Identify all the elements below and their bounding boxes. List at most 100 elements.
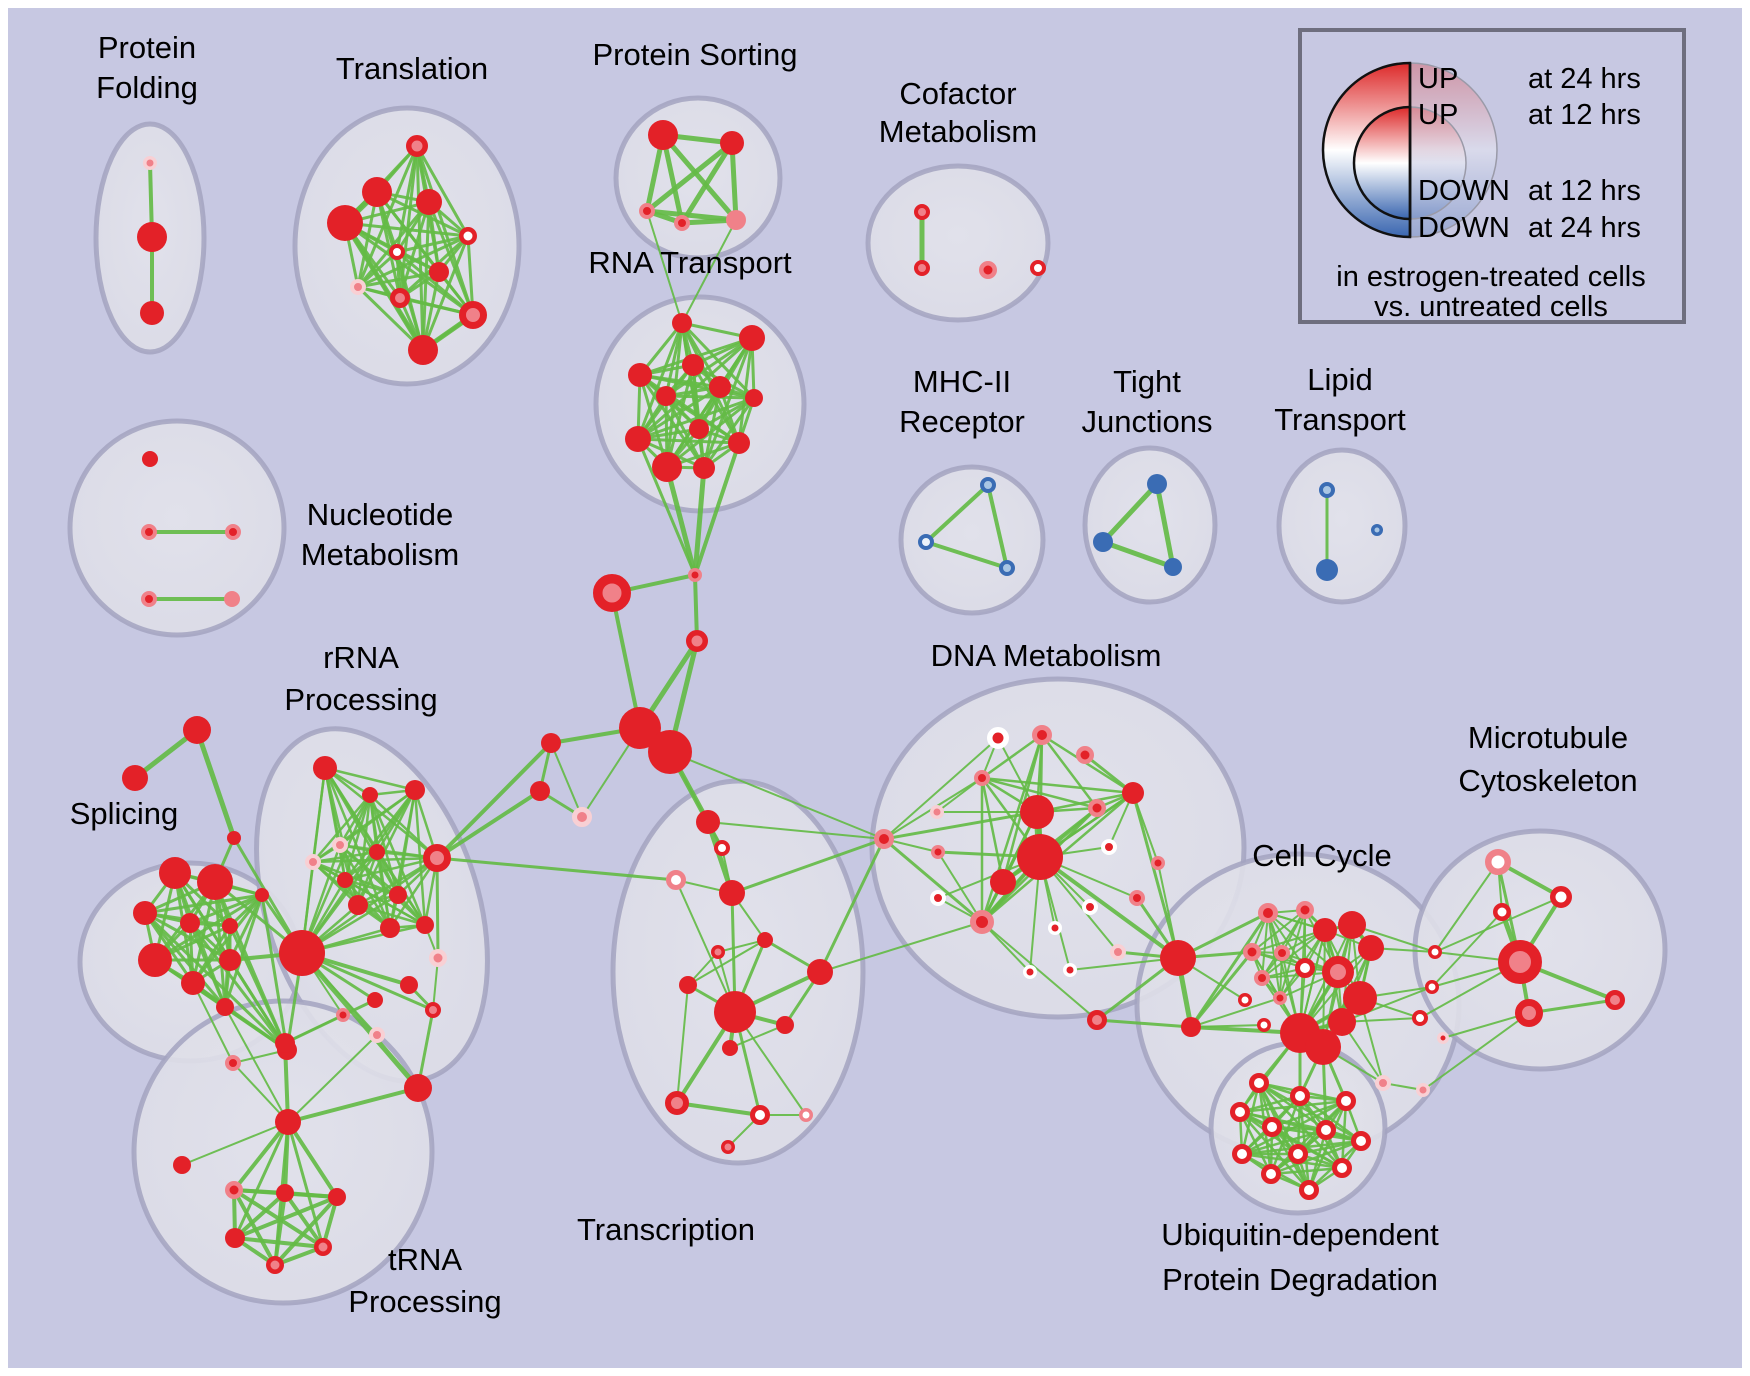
node-d24 (1087, 1010, 1107, 1030)
node-d16 (970, 910, 994, 934)
edge-rr2-rr4 (338, 793, 372, 847)
edge-tj1-tj3 (1154, 481, 1176, 570)
node-c15 (1328, 1008, 1356, 1036)
edge-c18-c1 (1189, 911, 1270, 1029)
cluster-protein-sorting-label: Protein Sorting (592, 37, 797, 72)
node-t1 (406, 135, 428, 157)
cluster-mhc-ii-ellipse (898, 464, 1046, 616)
edge-c2-c6 (1251, 909, 1306, 953)
edge-d12-d16 (937, 851, 983, 923)
edge-br1-d8 (882, 810, 1039, 841)
edge-sp10-trhub (224, 1006, 289, 1123)
node-u11 (1261, 1164, 1281, 1184)
node-cm4 (1030, 260, 1046, 276)
node-rr5 (305, 854, 321, 870)
node-br1 (874, 829, 894, 849)
cluster-tight-junctions-label: Tight (1113, 364, 1181, 399)
edge-h3-h4 (233, 1195, 339, 1240)
cluster-rna-transport-label: RNA Transport (588, 245, 792, 280)
node-t9 (390, 288, 410, 308)
node-c23 (1416, 1083, 1430, 1097)
node-sp7 (138, 943, 172, 977)
edge-rt2-rt12 (702, 336, 754, 470)
edge-d4-d10 (980, 776, 1005, 884)
node-rr10 (348, 895, 368, 915)
edge-rr1-rr3 (323, 766, 417, 792)
node-n3 (225, 524, 241, 540)
node-tx13 (750, 1105, 770, 1125)
node-rr12 (416, 916, 434, 934)
edge-tx4-br1 (730, 837, 886, 895)
edge-d2-d6 (1040, 733, 1099, 810)
node-c7 (1274, 945, 1290, 961)
cluster-lipid-transport-ellipse (1276, 447, 1408, 605)
edge-sp6-sp12 (260, 893, 289, 1052)
node-c13 (1238, 993, 1252, 1007)
node-t2 (362, 177, 392, 207)
edge-u3-u4 (1238, 1099, 1348, 1114)
node-u2 (1290, 1086, 1310, 1106)
node-t6 (389, 244, 405, 260)
node-rt8 (689, 419, 709, 439)
node-st1 (183, 716, 211, 744)
node-n2 (141, 524, 157, 540)
node-rr14 (429, 949, 447, 967)
edge-m2-m3 (924, 540, 1009, 570)
node-n4 (141, 591, 157, 607)
edge-sp5-sp12 (228, 924, 289, 1052)
edge-d21-d5 (1131, 791, 1180, 960)
edge-t8-t11 (356, 285, 425, 352)
node-cm3 (979, 261, 997, 279)
edge-la1-rr8 (435, 741, 553, 860)
cluster-ubiquitin-label: Ubiquitin-dependent (1161, 1217, 1439, 1252)
edge-rt11-ha2 (664, 464, 698, 578)
edge-tx7-tx12 (676, 984, 689, 1104)
node-c3 (1313, 918, 1337, 942)
node-b4 (1437, 1032, 1449, 1044)
edge-ps3-rt1 (646, 210, 683, 324)
node-sp11 (225, 1055, 241, 1071)
node-d4 (974, 770, 990, 786)
cluster-dna-metabolism-label: DNA Metabolism (931, 638, 1162, 673)
edge-c4-b1 (1351, 924, 1436, 953)
node-rt1 (672, 313, 692, 333)
cluster-rrna-processing-label: Processing (284, 682, 437, 717)
edge-sp6-sp9 (228, 893, 264, 962)
legend-time-label: at 24 hrs (1528, 212, 1641, 244)
node-h3 (328, 1188, 346, 1206)
node-d12 (931, 845, 945, 859)
edge-c1-c12 (1267, 912, 1281, 999)
node-ps1 (648, 120, 678, 150)
edge-t4-t8 (356, 200, 431, 289)
edge-tx12-tx13 (675, 1101, 762, 1117)
node-mt1 (1485, 849, 1511, 875)
node-u9 (1288, 1144, 1308, 1164)
node-t10 (459, 301, 487, 329)
edge-d7-d4 (936, 777, 983, 813)
edge-b2-mt3 (1431, 911, 1503, 988)
cluster-cofactor-ellipse (865, 163, 1051, 323)
legend-time-label: at 12 hrs (1528, 99, 1641, 131)
edge-d4-d6 (980, 776, 1099, 810)
node-sp8 (181, 971, 205, 995)
node-rr8 (423, 844, 451, 872)
node-h1 (225, 1181, 243, 1199)
cluster-cofactor-label: Cofactor (899, 76, 1016, 111)
edge-rt2-rt10 (737, 336, 754, 445)
node-d9 (1017, 834, 1063, 880)
edge-tx5-tx6 (717, 939, 766, 953)
node-d3 (1076, 746, 1094, 764)
edge-rr8-tx3 (435, 856, 678, 882)
edge-rt4-rt12 (638, 373, 706, 470)
node-cm2 (914, 260, 930, 276)
node-d19 (1048, 921, 1062, 935)
edge-ps2-ps4 (679, 140, 735, 226)
node-d23 (1023, 965, 1037, 979)
edge-rr2-rr5 (311, 793, 372, 864)
legend-direction-label: UP (1418, 99, 1458, 131)
edge-trhub-trlone (181, 1121, 289, 1166)
edge-rt1-rt9 (636, 321, 684, 441)
node-rr13 (279, 930, 325, 976)
node-d5 (1122, 782, 1144, 804)
cluster-tight-junctions-ellipse (1082, 445, 1218, 605)
